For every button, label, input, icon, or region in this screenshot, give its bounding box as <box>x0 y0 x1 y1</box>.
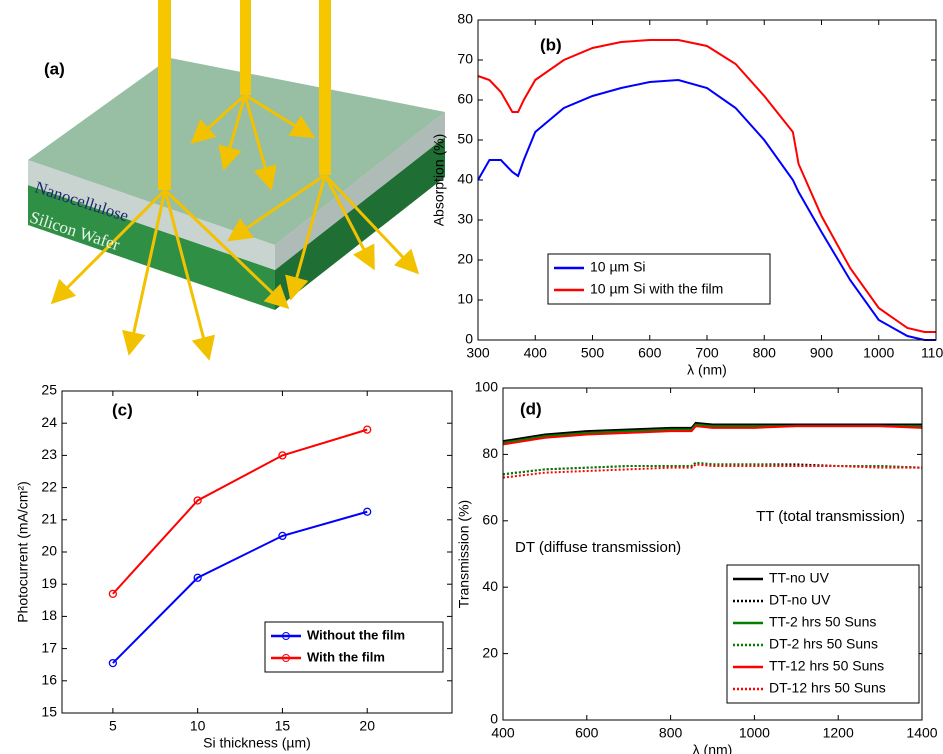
point <box>108 589 118 599</box>
x-tick-label: 1000 <box>739 725 770 741</box>
y-tick-label: 60 <box>457 91 473 107</box>
annotation: DT (diffuse transmission) <box>515 539 681 556</box>
series-line <box>477 39 936 333</box>
panel-label: (a) <box>44 59 65 78</box>
legend-label: TT-no UV <box>769 570 830 586</box>
x-tick-label: 300 <box>466 345 490 361</box>
illustration: (a) Nanocellulose Silicon Wafer <box>28 0 445 361</box>
axes-frame <box>477 19 937 341</box>
series-line <box>477 78 936 341</box>
legend-label: 10 µm Si <box>590 259 646 275</box>
legend-label: With the film <box>307 649 385 664</box>
legend-marker <box>282 654 290 662</box>
x-tick-label: 20 <box>359 718 375 734</box>
point <box>193 573 202 582</box>
y-axis-label: Absorption (%) <box>431 134 447 227</box>
legend-label: DT-2 hrs 50 Suns <box>769 636 878 652</box>
panel-label: (c) <box>112 400 133 419</box>
y-tick-label: 80 <box>457 11 473 27</box>
panel-label: (b) <box>540 35 562 54</box>
scatter-arrows <box>50 93 420 361</box>
y-axis-label: Transmission (%) <box>456 500 472 608</box>
beam <box>158 0 171 190</box>
axes-frame <box>502 387 923 721</box>
y-tick-label: 30 <box>457 211 473 227</box>
y-tick-label: 23 <box>41 446 57 462</box>
x-axis-label: λ (nm) <box>687 362 727 378</box>
y-tick-label: 18 <box>41 607 57 623</box>
y-tick-label: 0 <box>490 711 498 727</box>
y-tick-label: 24 <box>41 414 57 430</box>
series-line <box>502 425 923 446</box>
y-axis-label: Photocurrent (mA/cm²) <box>15 481 31 623</box>
film-side <box>275 112 445 270</box>
x-tick-label: 600 <box>575 725 599 741</box>
wafer-side <box>275 137 445 310</box>
y-tick-label: 40 <box>457 171 473 187</box>
axes-frame <box>61 390 453 714</box>
x-tick-label: 400 <box>491 725 515 741</box>
y-tick-label: 70 <box>457 51 473 67</box>
legend-box <box>726 564 920 704</box>
y-tick-label: 80 <box>482 445 498 461</box>
panel-label: (d) <box>520 399 542 418</box>
y-tick-label: 60 <box>482 512 498 528</box>
series-line <box>112 510 368 664</box>
x-tick-label: 500 <box>581 345 605 361</box>
y-tick-label: 10 <box>457 291 473 307</box>
series-line <box>112 428 368 595</box>
point <box>363 507 372 516</box>
x-tick-label: 400 <box>524 345 548 361</box>
x-tick-label: 900 <box>810 345 834 361</box>
x-tick-label: 800 <box>659 725 683 741</box>
y-tick-label: 21 <box>41 511 57 527</box>
legend-label: TT-12 hrs 50 Suns <box>769 658 884 674</box>
legend-label: TT-2 hrs 50 Suns <box>769 614 876 630</box>
y-tick-label: 20 <box>457 251 473 267</box>
y-tick-label: 25 <box>41 382 57 398</box>
x-axis-label: λ (nm) <box>693 742 733 754</box>
annotation: TT (total transmission) <box>756 508 905 525</box>
y-tick-label: 22 <box>41 478 57 494</box>
film-front <box>28 160 275 270</box>
x-tick-label: 700 <box>695 345 719 361</box>
x-tick-label: 15 <box>275 718 291 734</box>
legend-label: Without the film <box>307 627 405 642</box>
point <box>363 425 372 434</box>
beam <box>240 0 251 95</box>
x-tick-label: 10 <box>190 718 206 734</box>
x-tick-label: 800 <box>753 345 777 361</box>
y-tick-label: 19 <box>41 575 57 591</box>
y-tick-label: 40 <box>482 578 498 594</box>
y-tick-label: 20 <box>41 543 57 559</box>
legend-label: DT-no UV <box>769 592 831 608</box>
point <box>108 658 118 668</box>
y-tick-label: 17 <box>41 639 57 655</box>
series-line <box>502 421 922 443</box>
x-tick-label: 1000 <box>863 345 894 361</box>
x-tick-label: 1200 <box>823 725 854 741</box>
x-axis-label: Si thickness (µm) <box>203 735 311 751</box>
y-tick-label: 20 <box>482 644 498 660</box>
y-tick-label: 100 <box>475 379 499 395</box>
y-tick-label: 16 <box>41 672 57 688</box>
legend-label: 10 µm Si with the film <box>590 281 723 297</box>
y-tick-label: 50 <box>457 131 473 147</box>
legend-box <box>547 253 771 305</box>
beam <box>319 0 331 175</box>
x-tick-label: 1400 <box>906 725 937 741</box>
point <box>278 531 287 541</box>
legend-marker <box>282 632 290 640</box>
legend-label: DT-12 hrs 50 Suns <box>769 680 886 696</box>
point <box>278 451 287 460</box>
y-tick-label: 15 <box>41 704 57 720</box>
x-tick-label: 5 <box>109 718 117 734</box>
series-line <box>502 463 922 479</box>
y-tick-label: 0 <box>465 331 473 347</box>
legend-box <box>264 621 444 673</box>
x-tick-label: 600 <box>638 345 662 361</box>
point <box>193 496 202 505</box>
